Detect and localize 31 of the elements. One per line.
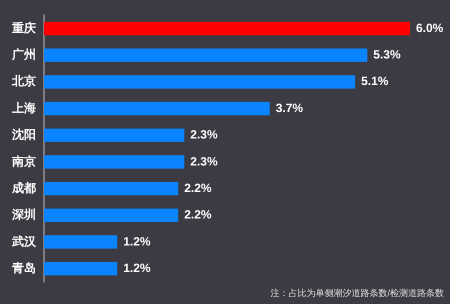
y-tick-label: 上海 — [11, 100, 36, 115]
bar — [44, 262, 118, 276]
text: 注：占比为单侧潮汐道路条数/检测道路条数 — [270, 288, 444, 298]
y-tick-label: 青岛 — [11, 260, 36, 275]
data-label: 2.2% — [184, 180, 212, 195]
y-tick-label: 成都 — [11, 180, 36, 195]
y-tick-label: 北京 — [11, 74, 36, 88]
y-tick-label: 沈阳 — [11, 128, 36, 142]
bar — [44, 128, 184, 142]
data-label: 2.3% — [190, 154, 218, 168]
y-tick-label: 重庆 — [11, 20, 36, 35]
data-label: 5.3% — [373, 48, 401, 62]
bar — [44, 22, 410, 36]
data-label: 5.1% — [361, 74, 389, 88]
bar — [44, 182, 178, 196]
data-label: 3.7% — [276, 100, 304, 115]
bar — [44, 208, 178, 222]
data-label: 1.2% — [123, 260, 151, 275]
data-label: 2.3% — [190, 128, 218, 142]
bar — [44, 75, 356, 89]
y-tick-label: 武汉 — [11, 234, 37, 248]
data-label: 1.2% — [123, 234, 151, 248]
bar — [44, 235, 118, 249]
bar — [44, 155, 184, 169]
data-label: 6.0% — [416, 20, 444, 35]
bar — [44, 48, 368, 62]
y-tick-label: 南京 — [11, 154, 36, 168]
y-tick-label: 深圳 — [11, 208, 36, 222]
bar — [44, 102, 270, 116]
data-label: 2.2% — [184, 208, 212, 222]
y-tick-label: 广州 — [11, 48, 36, 62]
